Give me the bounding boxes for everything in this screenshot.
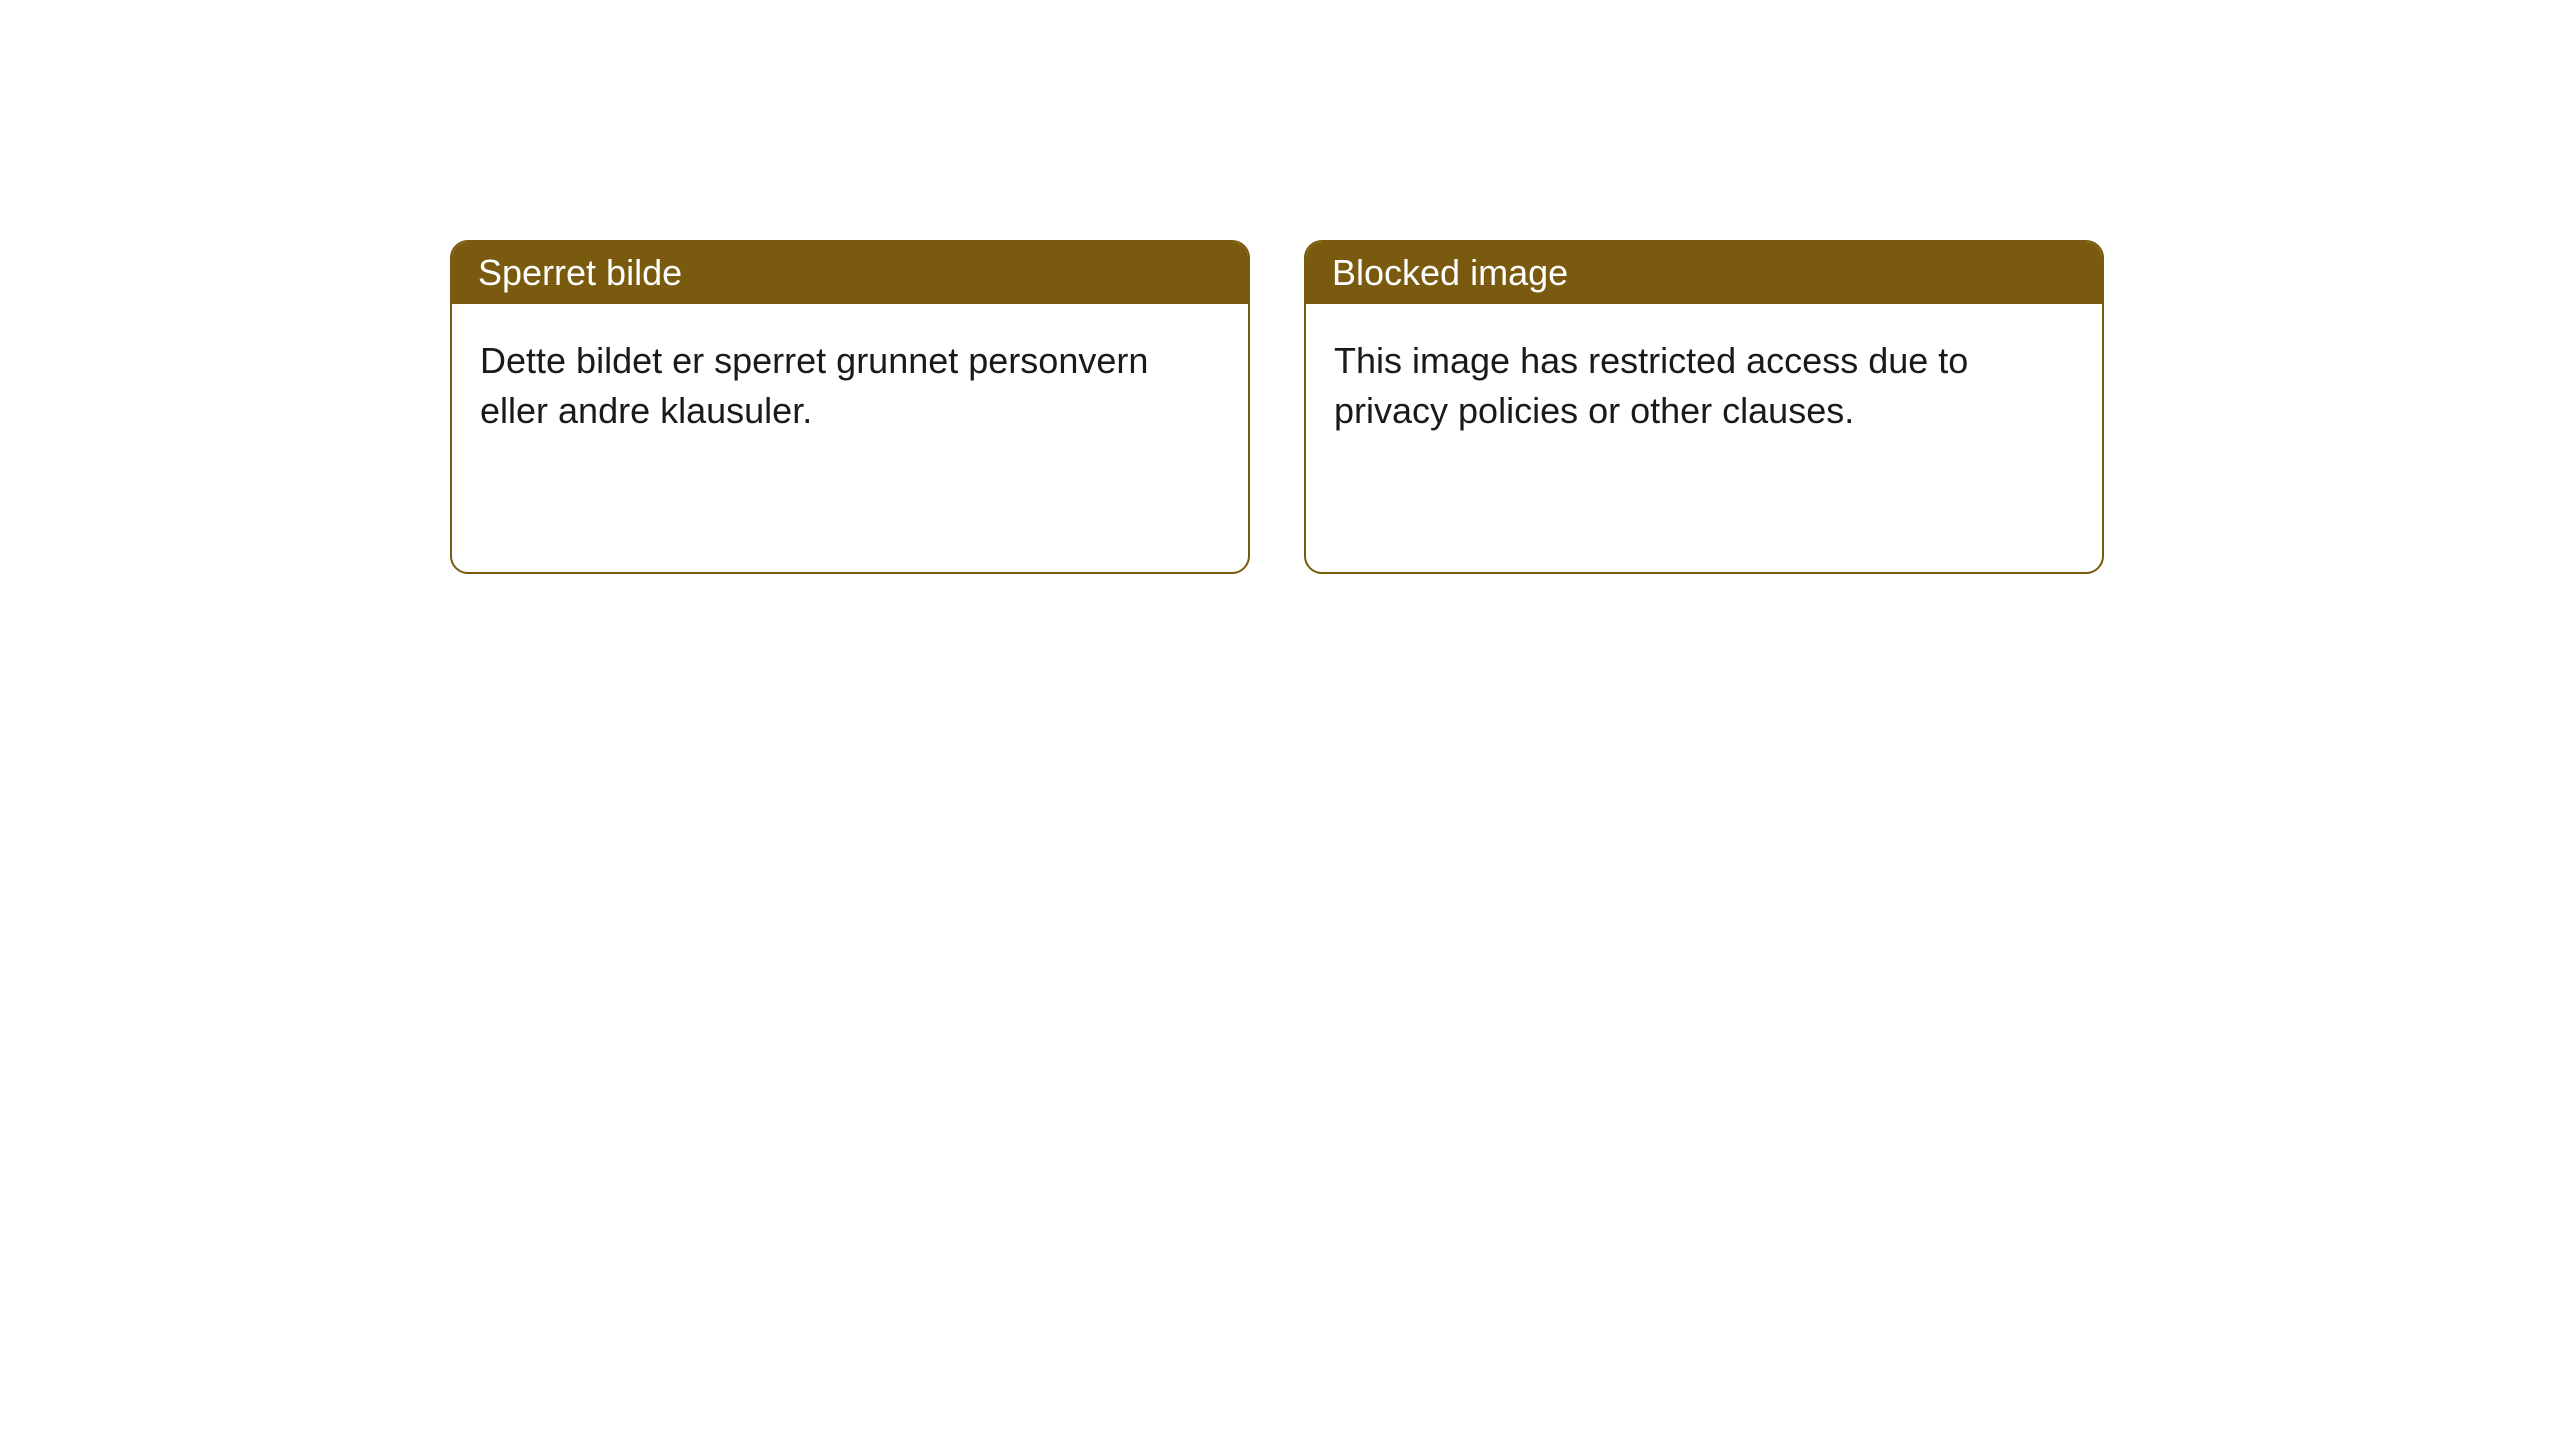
notice-card-english: Blocked image This image has restricted … (1304, 240, 2104, 574)
notice-card-norwegian: Sperret bilde Dette bildet er sperret gr… (450, 240, 1250, 574)
card-body-norwegian: Dette bildet er sperret grunnet personve… (452, 304, 1248, 469)
card-header-english: Blocked image (1306, 242, 2102, 304)
card-body-english: This image has restricted access due to … (1306, 304, 2102, 469)
card-header-norwegian: Sperret bilde (452, 242, 1248, 304)
notice-container: Sperret bilde Dette bildet er sperret gr… (0, 0, 2560, 574)
